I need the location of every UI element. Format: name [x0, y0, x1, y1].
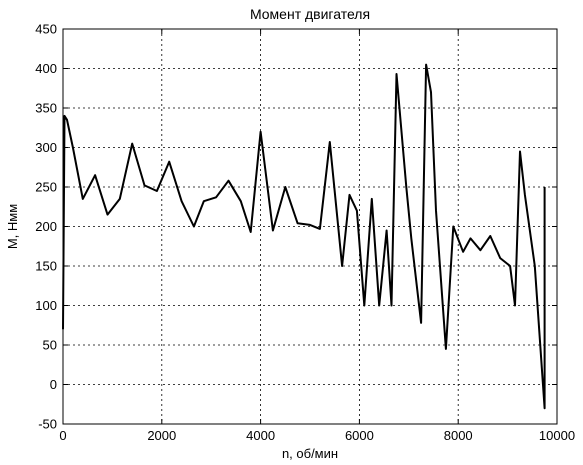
x-tick-label: 2000: [147, 428, 176, 443]
y-tick-label: 400: [35, 61, 57, 76]
x-tick-label: 8000: [444, 428, 473, 443]
x-axis-label: n, об/мин: [282, 446, 338, 461]
ticks: 0 2000 4000 6000 8000 10000-50050100150200250…: [35, 22, 575, 444]
series-layer: [62, 63, 546, 410]
chart-title: Момент двигателя: [250, 6, 370, 22]
x-tick-label: 0: [59, 428, 66, 443]
y-tick-label: 350: [35, 101, 57, 116]
y-tick-label: 450: [35, 22, 57, 37]
y-tick-label: 250: [35, 180, 57, 195]
grid: [63, 29, 557, 424]
x-tick-label: 4000: [246, 428, 275, 443]
series-line: [62, 63, 546, 410]
y-tick-label: -50: [38, 417, 57, 432]
y-tick-label: 50: [43, 338, 57, 353]
x-tick-label: 6000: [345, 428, 374, 443]
y-tick-label: 150: [35, 259, 57, 274]
y-tick-label: 300: [35, 140, 57, 155]
y-axis-label: М, Нмм: [5, 204, 20, 249]
y-tick-label: 0: [50, 377, 57, 392]
y-tick-label: 100: [35, 298, 57, 313]
x-tick-label: 10000: [539, 428, 575, 443]
y-tick-label: 200: [35, 219, 57, 234]
